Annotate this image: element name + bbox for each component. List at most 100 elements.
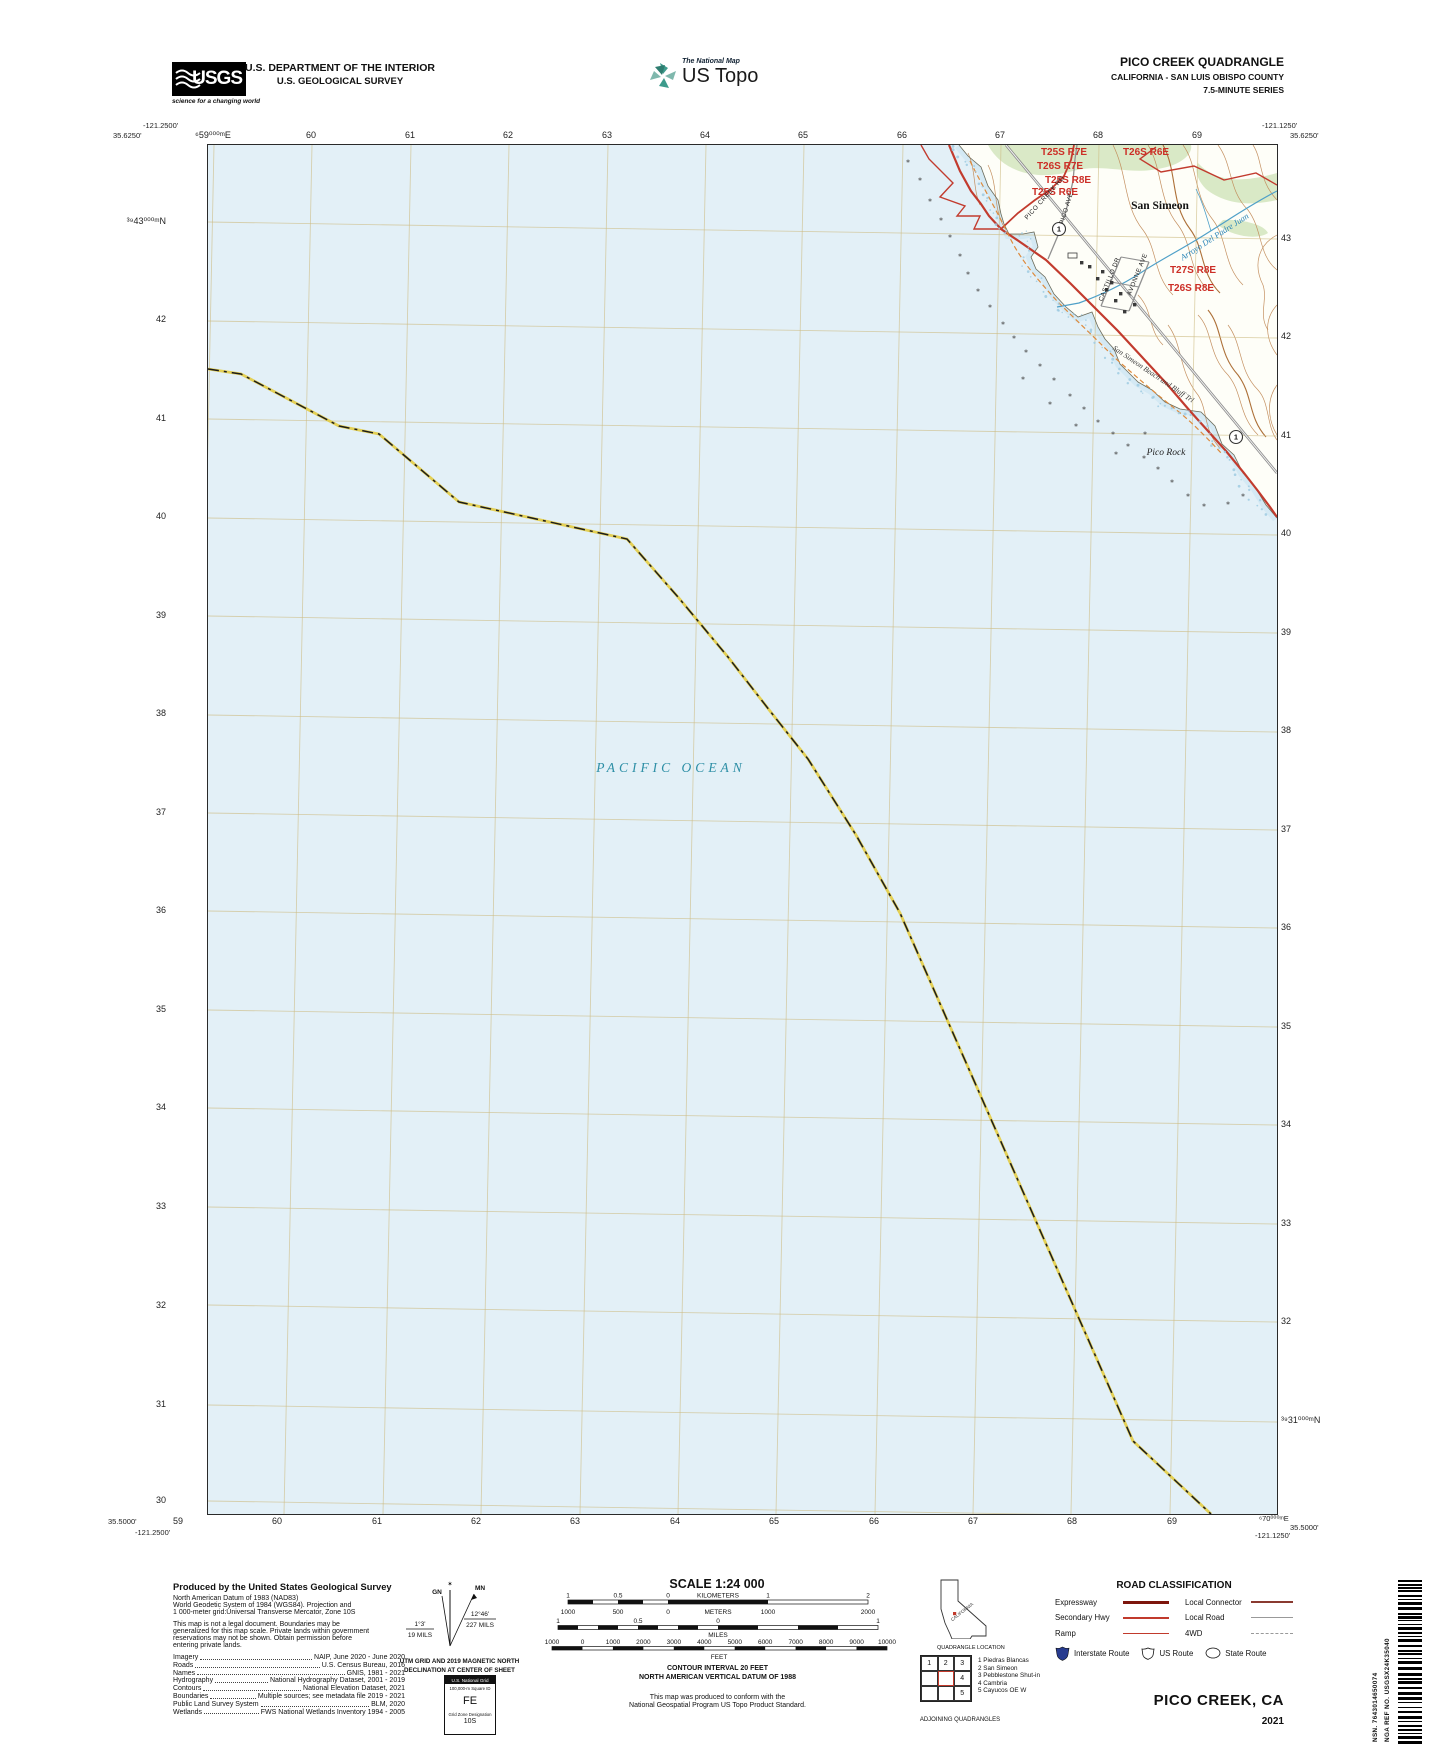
- grid-label-right: 39: [1281, 627, 1292, 637]
- grid-label-left: 33: [155, 1201, 166, 1211]
- usgs-acronym: USGS: [192, 68, 243, 89]
- beach-bluff-trail: [969, 160, 1223, 455]
- credit-row: Contours National Elevation Dataset, 2021: [173, 1685, 405, 1693]
- map-label: T25S R7E: [1041, 147, 1087, 158]
- adjoining-cell: 5: [954, 1686, 971, 1701]
- svg-text:227 MILS: 227 MILS: [466, 1622, 494, 1629]
- grid-label-left: 38: [155, 708, 166, 718]
- ft-unit: FEET: [711, 1654, 728, 1661]
- national-map-brand: The National Map: [682, 58, 740, 65]
- route-shield-legend: US Route: [1141, 1647, 1193, 1660]
- svg-text:GN: GN: [432, 1589, 442, 1596]
- department-heading: U.S. DEPARTMENT OF THE INTERIOR U.S. GEO…: [240, 62, 440, 87]
- svg-text:1: 1: [876, 1618, 880, 1625]
- road-class-row: Ramp 4WD: [1055, 1629, 1293, 1638]
- svg-text:1000: 1000: [561, 1609, 576, 1616]
- credit-row: Hydrography National Hydrography Dataset,…: [173, 1677, 405, 1685]
- grid-label-top: ⁶59⁰⁰⁰ᵐE: [195, 130, 231, 140]
- grid-label-right: 36: [1281, 922, 1292, 932]
- svg-text:∗: ∗: [905, 159, 910, 165]
- vertical-datum-note: NORTH AMERICAN VERTICAL DATUM OF 1988: [639, 1674, 796, 1681]
- svg-text:5000: 5000: [728, 1639, 743, 1646]
- produced-by-title: Produced by the United States Geological…: [173, 1582, 392, 1592]
- svg-text:∗: ∗: [1142, 431, 1147, 437]
- svg-text:1: 1: [1057, 225, 1061, 234]
- corner-coordinate: 35.5000': [1290, 1523, 1319, 1532]
- svg-text:0.5: 0.5: [613, 1593, 622, 1600]
- grid-label-right: 42: [1281, 331, 1292, 341]
- adjoining-cell: 3: [954, 1656, 971, 1671]
- svg-text:∗: ∗: [1011, 335, 1016, 341]
- svg-text:7000: 7000: [788, 1639, 803, 1646]
- buildings: [1067, 252, 1137, 314]
- credit-row: Roads U.S. Census Bureau, 2016: [173, 1661, 405, 1669]
- svg-text:500: 500: [613, 1609, 624, 1616]
- grid-label-left: 30: [155, 1495, 166, 1505]
- map-label: Pico Rock: [1146, 448, 1187, 458]
- usng-square-id: FE: [462, 1695, 478, 1707]
- usng-gzd-label: Grid Zone Designation: [448, 1712, 492, 1717]
- svg-text:2000: 2000: [636, 1639, 651, 1646]
- grid-label-left: 39: [155, 610, 166, 620]
- usgs-wave-icon: [175, 69, 201, 89]
- svg-text:1°3': 1°3': [414, 1620, 425, 1628]
- corner-coordinate: -121.1250': [1255, 1531, 1291, 1540]
- road-class-row: Secondary Hwy Local Road: [1055, 1613, 1293, 1622]
- svg-text:∗: ∗: [1240, 493, 1245, 499]
- declination-caption-1: UTM GRID AND 2019 MAGNETIC NORTH: [399, 1658, 520, 1665]
- m-unit: METERS: [704, 1609, 732, 1616]
- svg-text:∗: ∗: [1020, 376, 1025, 382]
- corner-coordinate: -121.1250': [1262, 121, 1298, 130]
- grid-label-bottom: 68: [1066, 1516, 1078, 1526]
- svg-text:∗: ∗: [1037, 363, 1042, 369]
- adjoining-cell: [921, 1686, 938, 1701]
- adjoining-cell: 1: [921, 1656, 938, 1671]
- grid-label-right: 43: [1281, 233, 1292, 243]
- grid-label-left: 37: [155, 807, 166, 817]
- quad-name: PICO CREEK QUADRANGLE: [1119, 55, 1284, 69]
- california-outline: CALIFORNIA: [940, 1579, 987, 1640]
- us-route-shield-icon: [1142, 1647, 1155, 1660]
- grid-label-right: 38: [1281, 725, 1292, 735]
- us-topo-product: US Topo: [682, 65, 759, 87]
- map-canvas: ∗∗∗∗∗∗∗∗∗∗∗∗∗∗∗∗∗∗∗∗∗∗∗∗∗∗∗∗∗∗∗ 11 PACIF…: [208, 145, 1277, 1514]
- adjoining-cell: 2: [937, 1656, 954, 1671]
- road-class-row: Expressway Local Connector: [1055, 1598, 1293, 1607]
- credit-row: Boundaries Multiple sources; see metadata…: [173, 1693, 405, 1700]
- production-notes: Produced by the United States Geological…: [173, 1582, 405, 1716]
- corner-coordinate: ⁶70⁰⁰⁰ᵐE: [1259, 1514, 1289, 1523]
- beach-stipple: [951, 145, 1268, 516]
- svg-text:∗: ∗: [1110, 431, 1115, 437]
- svg-text:∗: ∗: [975, 288, 980, 294]
- conform-note-1: This map was produced to conform with th…: [649, 1694, 786, 1701]
- map-notes: CONTOUR INTERVAL 20 FEET NORTH AMERICAN …: [480, 1664, 955, 1710]
- grid-label-top: 67: [994, 130, 1006, 140]
- sheet-year: 2021: [1261, 1716, 1284, 1727]
- svg-text:1: 1: [556, 1618, 560, 1625]
- svg-text:3000: 3000: [667, 1639, 682, 1646]
- contour-lines: [967, 145, 1277, 449]
- credit-row: Imagery NAIP, June 2020 - June 2020: [173, 1654, 405, 1662]
- grid-label-right: 41: [1281, 430, 1292, 440]
- usgs-tagline: science for a changing world: [172, 98, 261, 105]
- datum-notes: North American Datum of 1983 (NAD83) Worl…: [173, 1595, 356, 1617]
- map-label: T27S R8E: [1170, 265, 1216, 276]
- department-line2: U.S. GEOLOGICAL SURVEY: [276, 76, 404, 87]
- corner-coordinate: -121.2500': [143, 121, 179, 130]
- grid-label-right: 33: [1281, 1218, 1292, 1228]
- map-label: T26S R8E: [1168, 283, 1214, 294]
- svg-text:2000: 2000: [861, 1609, 876, 1616]
- grid-label-bottom: 63: [569, 1516, 581, 1526]
- quad-title-block: PICO CREEK QUADRANGLE CALIFORNIA - SAN L…: [1111, 55, 1284, 95]
- svg-text:0: 0: [716, 1618, 720, 1625]
- nsn-number: NSN. 7643014650074: [1372, 1672, 1379, 1742]
- usng-gzd: 10S: [463, 1718, 477, 1725]
- grid-label-top: 68: [1092, 130, 1104, 140]
- grid-label-bottom: 64: [669, 1516, 681, 1526]
- adjoining-cell: [937, 1686, 954, 1701]
- svg-text:10000: 10000: [878, 1639, 896, 1646]
- usgs-logo: USGS: [172, 62, 246, 96]
- barcode: [1398, 1580, 1422, 1746]
- grid-label-bottom: 65: [768, 1516, 780, 1526]
